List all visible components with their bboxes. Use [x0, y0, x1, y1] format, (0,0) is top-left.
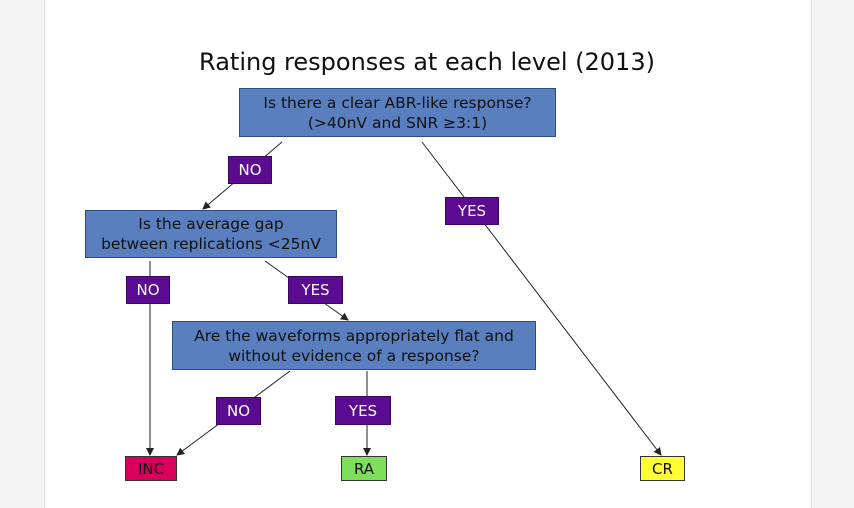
edge-q1-yes	[421, 141, 662, 456]
question-line: Are the waveforms appropriately flat and	[194, 326, 514, 345]
question-line: without evidence of a response?	[228, 346, 480, 365]
branch-label-q1-yes: YES	[445, 197, 499, 225]
question-node-waveforms-flat: Are the waveforms appropriately flat and…	[172, 321, 536, 370]
question-node-average-gap: Is the average gap between replications …	[85, 210, 337, 258]
outcome-inc: INC	[125, 456, 177, 481]
outcome-ra: RA	[341, 456, 387, 481]
question-line: Is the average gap	[138, 215, 284, 233]
diagram-title: Rating responses at each level (2013)	[199, 48, 655, 76]
branch-label-q2-yes: YES	[288, 276, 343, 304]
branch-label-q3-no: NO	[216, 397, 261, 425]
question-line: Is there a clear ABR-like response?	[263, 93, 532, 112]
outcome-cr: CR	[640, 456, 685, 481]
branch-label-q3-yes: YES	[335, 396, 391, 425]
question-line: (>40nV and SNR ≥3:1)	[307, 113, 488, 132]
question-node-abr-response: Is there a clear ABR-like response? (>40…	[239, 88, 556, 137]
branch-label-q2-no: NO	[126, 276, 170, 304]
question-line: between replications <25nV	[101, 235, 321, 253]
branch-label-q1-no: NO	[228, 156, 272, 184]
